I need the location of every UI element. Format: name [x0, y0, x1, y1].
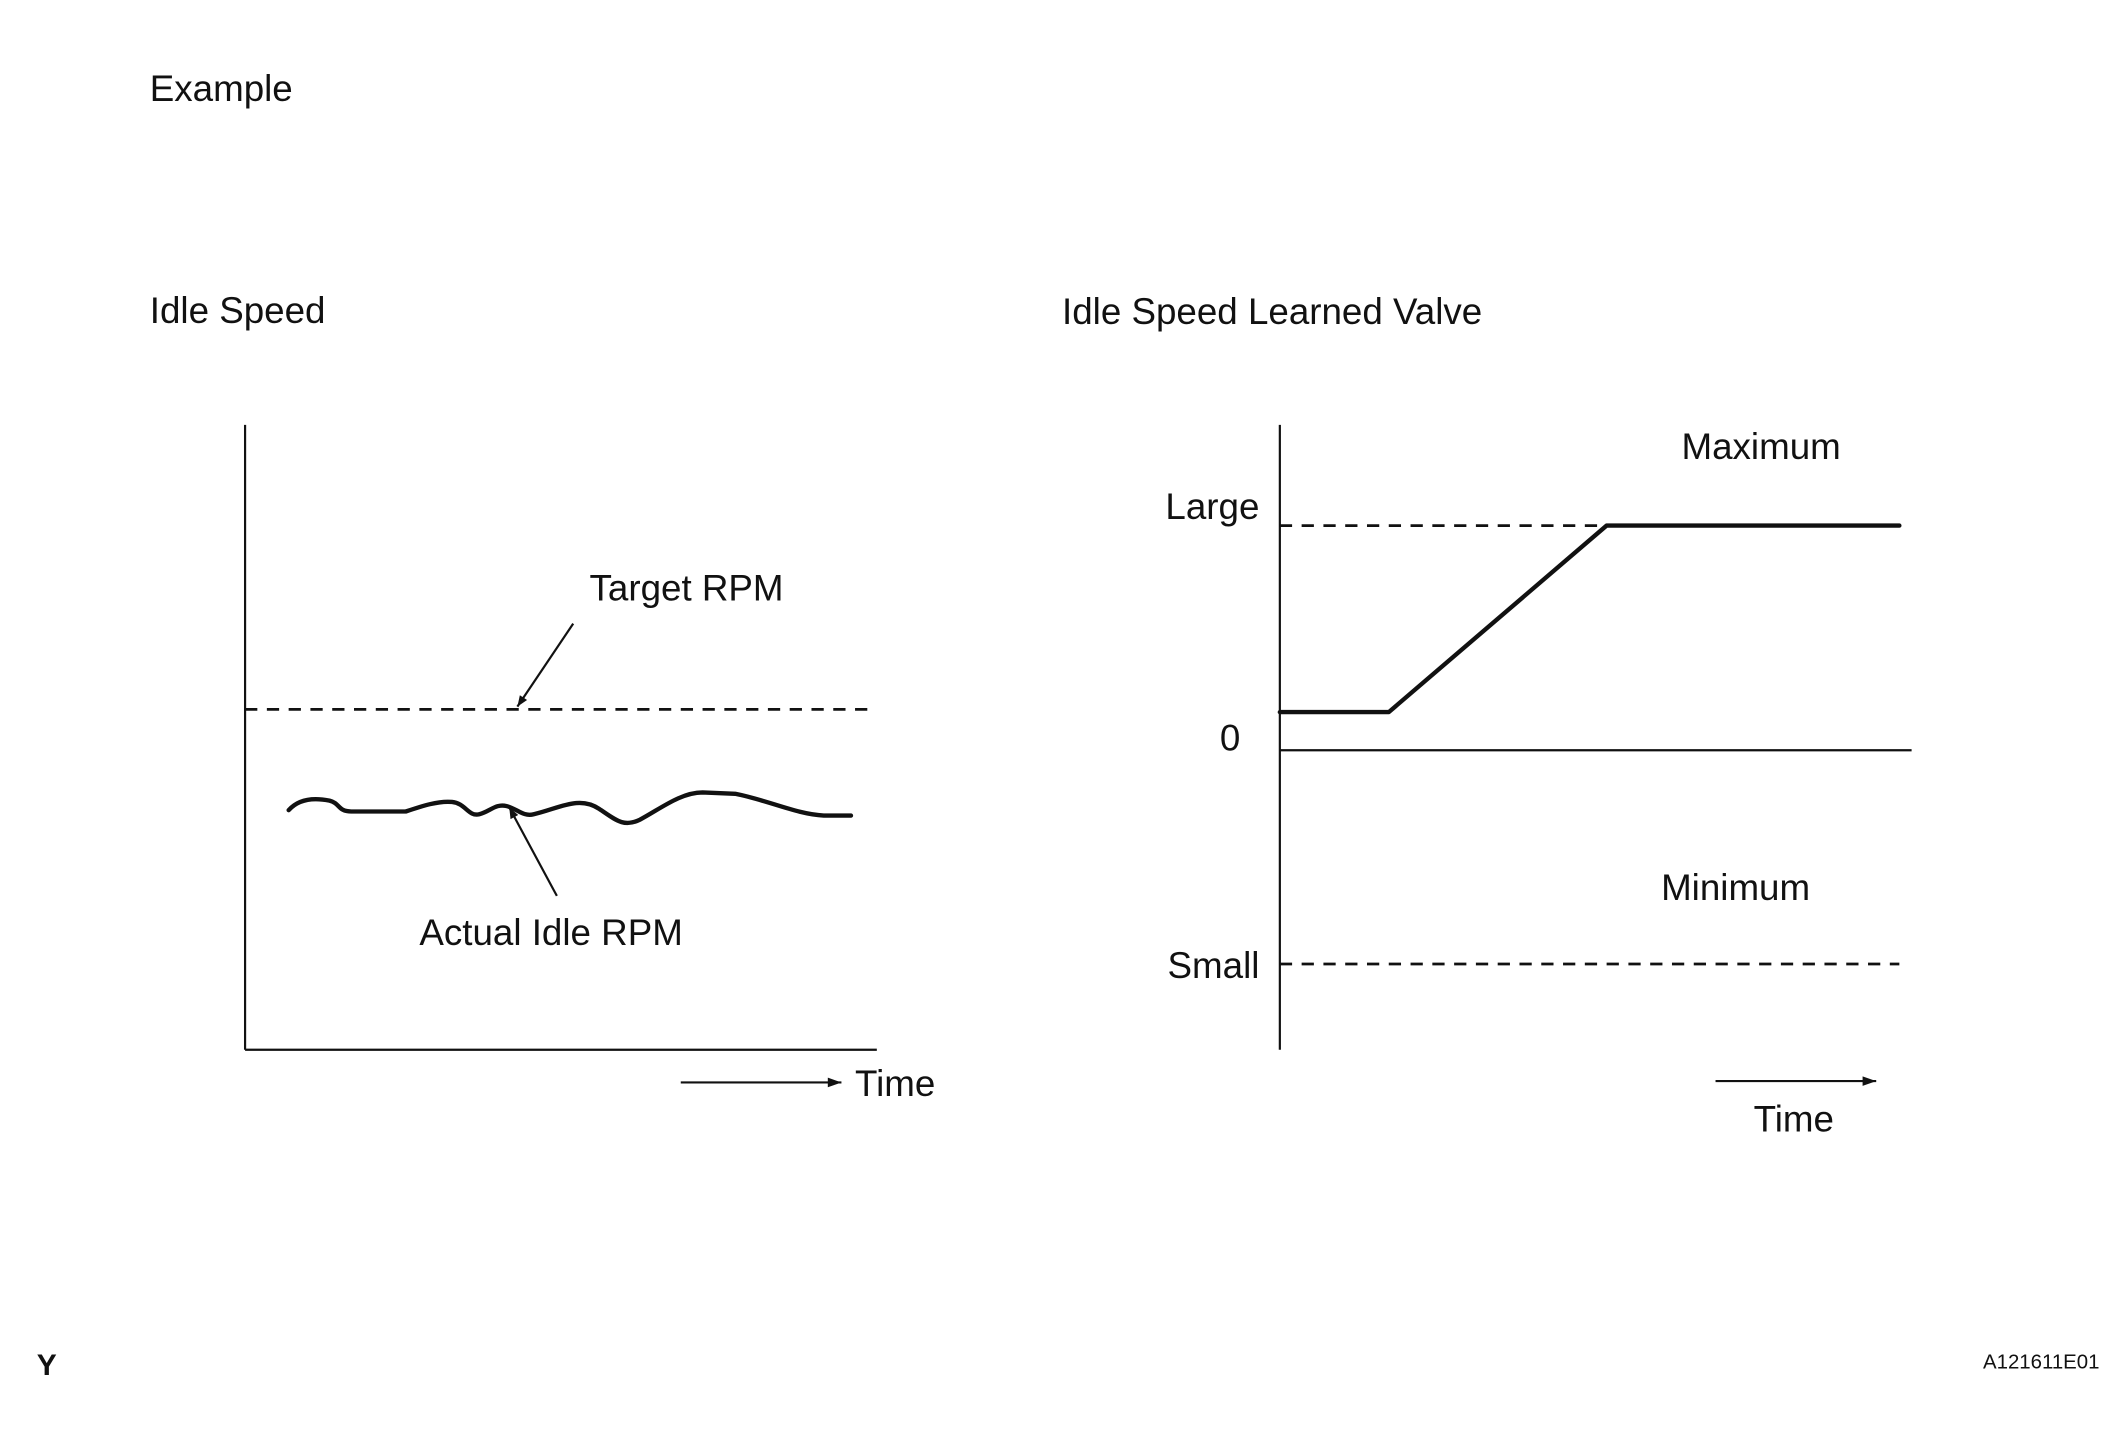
figure-code: A121611E01	[1983, 1351, 2099, 1373]
maximum-label: Maximum	[1682, 426, 1841, 467]
diagram-title: Idle Speed	[150, 290, 326, 331]
footer-mark: Y	[37, 1349, 57, 1382]
small-label: Small	[1168, 945, 1260, 986]
diagram-title: Idle Speed Learned Valve	[1062, 291, 1482, 332]
leader-arrow	[508, 806, 558, 897]
page-title: Example	[150, 68, 293, 109]
large-label: Large	[1165, 486, 1259, 527]
x-axis-label: Time	[1754, 1099, 1834, 1140]
x-axis-label: Time	[855, 1063, 935, 1104]
learned-value-curve	[1277, 523, 1902, 715]
zero-label: 0	[1220, 717, 1240, 758]
minimum-label: Minimum	[1661, 867, 1810, 908]
actual-label: Actual Idle RPM	[419, 912, 682, 953]
target-label: Target RPM	[590, 568, 784, 609]
actual-rpm-curve	[286, 790, 854, 826]
leader-arrow	[516, 623, 575, 708]
